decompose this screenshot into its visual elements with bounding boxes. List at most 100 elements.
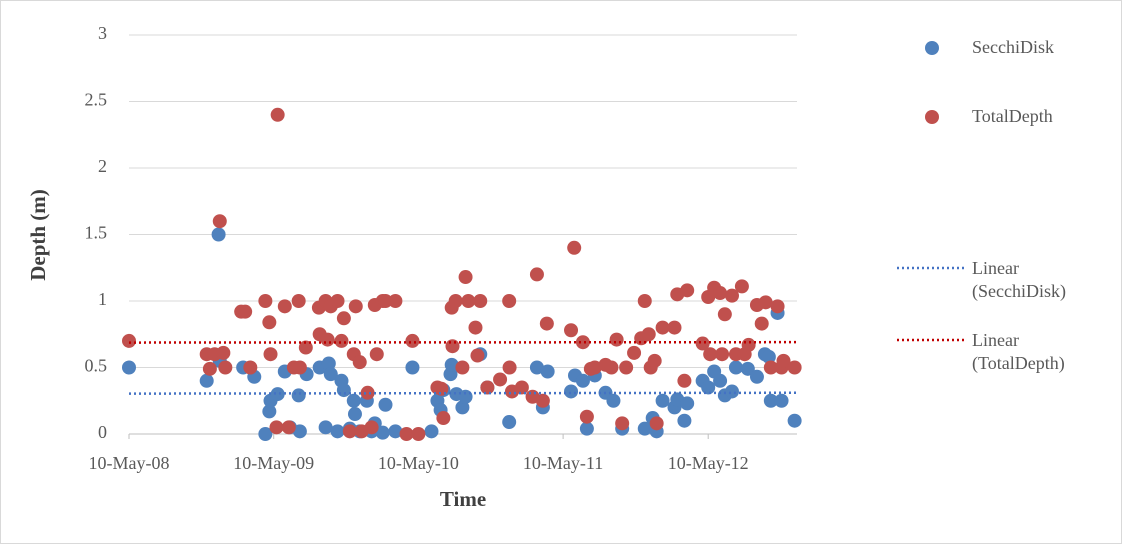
point [330,424,345,439]
point [567,240,582,255]
point [369,347,384,362]
y-tick-label: 2 [98,156,107,176]
point [411,427,426,441]
point [448,294,463,308]
point [734,279,749,294]
point [298,340,313,355]
point [637,421,652,436]
y-tick-label: 2.5 [85,90,108,110]
point [575,335,590,350]
y-tick-label: 1 [98,289,107,309]
point [458,389,473,404]
point [539,316,554,331]
point [587,360,602,375]
point [763,393,778,408]
point [609,332,624,347]
point [378,294,393,308]
point [627,345,642,360]
point [502,415,517,430]
point [202,361,217,376]
point [680,396,695,411]
point [535,393,550,408]
point [564,323,579,338]
point [277,299,292,314]
point [291,388,306,403]
legend-label: Linear (SecchiDisk) [972,258,1066,301]
point [677,373,692,388]
legend-label: Linear (TotalDepth) [972,330,1065,373]
point [199,373,214,388]
point [774,393,789,408]
point [770,299,785,314]
point [243,360,258,375]
point [348,299,363,314]
point [346,393,361,408]
point [378,397,393,412]
point [641,327,656,342]
point [461,294,476,308]
point [291,294,306,308]
point [281,420,296,435]
x-tick-label: 10-May-10 [378,453,459,473]
y-tick-label: 0 [98,422,107,442]
point [336,383,351,398]
point [444,357,459,372]
point [579,421,594,436]
point [619,360,634,375]
point [649,416,664,431]
point [122,360,136,375]
x-tick-label: 10-May-12 [668,453,749,473]
y-tick-label: 1.5 [85,223,108,243]
point [455,360,470,375]
point [761,349,776,364]
point [514,380,529,395]
point [480,380,495,395]
point [677,413,692,428]
point [434,381,449,396]
point [740,361,755,376]
point [787,413,802,428]
point [604,360,619,375]
point [606,393,621,408]
x-tick-label: 10-May-09 [233,453,314,473]
point [655,320,670,335]
point [405,360,420,375]
point [680,283,695,298]
point [713,286,728,301]
point [292,424,307,439]
point [270,387,285,402]
point [655,393,670,408]
point [529,360,544,375]
point [323,367,338,382]
point [724,384,739,399]
point [270,107,285,122]
point [470,348,485,363]
point [318,420,333,435]
point [216,345,231,360]
point [405,333,420,348]
point [787,360,802,375]
point [388,424,403,439]
point [468,320,483,335]
point [122,333,136,348]
point [445,339,460,354]
point [320,332,335,347]
point [637,294,652,308]
point [728,360,743,375]
point [334,333,349,348]
legend-label: TotalDepth [972,106,1053,126]
x-tick-label: 10-May-08 [89,453,170,473]
point [330,294,345,308]
point [238,304,253,319]
point [388,294,403,308]
point [336,311,351,326]
point [364,420,379,435]
point [502,360,517,375]
legend-marker [925,110,939,124]
point [715,347,730,362]
point [701,380,716,395]
point [473,294,488,308]
point [292,360,307,375]
